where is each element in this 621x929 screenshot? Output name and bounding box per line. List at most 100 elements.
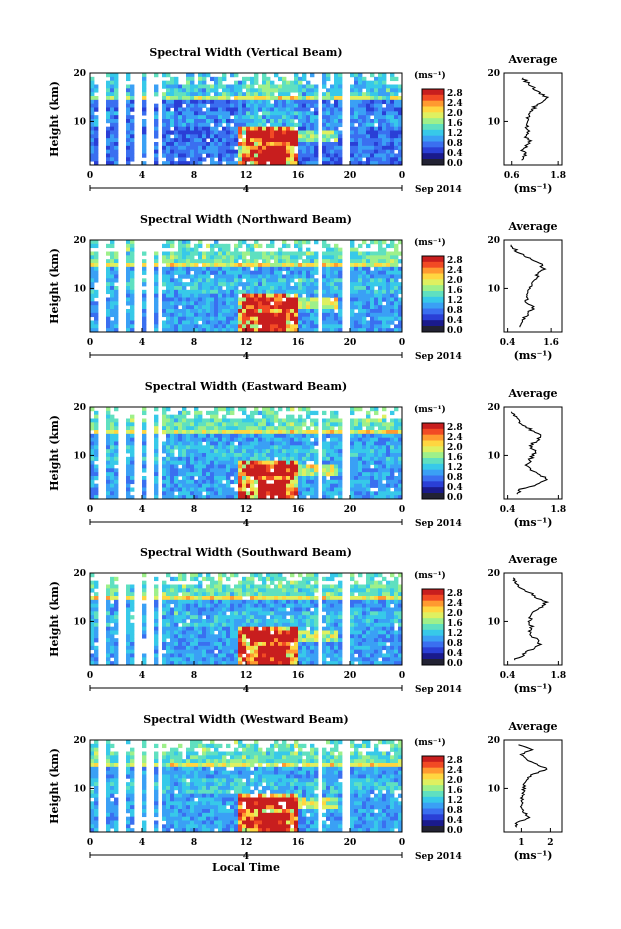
heatmap-cell: [178, 324, 183, 329]
heatmap-cell: [186, 645, 191, 651]
heatmap-cell: [170, 414, 175, 419]
heatmap-cell: [110, 483, 115, 488]
heatmap-cell: [202, 445, 207, 450]
heatmap-cell: [166, 324, 171, 329]
heatmap-cell: [270, 145, 275, 151]
heatmap-cell: [290, 286, 295, 291]
heatmap-cell: [226, 305, 231, 310]
heatmap-cell: [170, 491, 175, 496]
heatmap-cell: [358, 293, 363, 298]
heatmap-cell: [258, 491, 263, 496]
heatmap-cell: [238, 130, 243, 135]
heatmap-cell: [334, 88, 339, 93]
heatmap-cell: [206, 433, 211, 439]
heatmap-cell: [366, 286, 371, 291]
heatmap-cell: [298, 437, 303, 442]
heatmap-cell: [282, 460, 287, 465]
heatmap-cell: [126, 418, 131, 423]
heatmap-cell: [350, 430, 355, 435]
heatmap-cell: [286, 282, 291, 287]
heatmap-cell: [322, 111, 327, 116]
heatmap-cell: [166, 592, 171, 597]
heatmap-cell: [234, 445, 239, 450]
heatmap-cell: [286, 491, 291, 496]
heatmap-cell: [170, 324, 175, 329]
heatmap-cell: [210, 149, 215, 154]
heatmap-cell: [326, 453, 331, 458]
heatmap-cell: [278, 430, 283, 435]
heatmap-cell: [298, 142, 303, 147]
heatmap-cell: [298, 301, 303, 306]
heatmap-cell: [282, 240, 287, 245]
heatmap-cell: [254, 460, 259, 465]
heatmap-cell: [182, 115, 187, 120]
heatmap-cell: [278, 320, 283, 325]
heatmap-cell: [202, 282, 207, 287]
heatmap-cell: [322, 266, 327, 272]
heatmap-cell: [354, 433, 359, 439]
heatmap-cell: [246, 305, 251, 310]
heatmap-cell: [198, 437, 203, 442]
heatmap-cell: [194, 573, 199, 578]
heatmap-cell: [294, 487, 299, 492]
heatmap-cell: [390, 96, 395, 101]
heatmap-cell: [218, 476, 223, 481]
heatmap-cell: [362, 476, 367, 481]
heatmap-cell: [90, 630, 95, 635]
heatmap-cell: [238, 149, 243, 154]
heatmap-cell: [390, 464, 395, 469]
heatmap-cell: [190, 297, 195, 302]
heatmap-cell: [234, 149, 239, 154]
heatmap-cell: [294, 282, 299, 287]
heatmap-cell: [230, 430, 235, 435]
heatmap-cell: [222, 634, 227, 639]
heatmap-cell: [306, 103, 311, 108]
heatmap-cell: [286, 476, 291, 481]
heatmap-cell: [154, 661, 159, 666]
heatmap-cell: [162, 282, 167, 287]
heatmap-cell: [166, 153, 171, 158]
heatmap-cell: [206, 479, 211, 485]
heatmap-cell: [238, 145, 243, 151]
heatmap-cell: [366, 99, 371, 105]
heatmap-cell: [130, 266, 135, 272]
heatmap-cell: [194, 653, 199, 658]
heatmap-cell: [178, 422, 183, 427]
heatmap-cell: [194, 122, 199, 128]
heatmap-cell: [274, 483, 279, 488]
heatmap-cell: [154, 289, 159, 295]
heatmap-cell: [206, 259, 211, 264]
heatmap-cell: [254, 476, 259, 481]
heatmap-cell: [110, 145, 115, 151]
heatmap-cell: [206, 145, 211, 151]
heatmap-cell: [278, 487, 283, 492]
heatmap-cell: [234, 255, 239, 260]
heatmap-cell: [106, 99, 111, 105]
heatmap-cell: [226, 445, 231, 450]
heatmap-cell: [370, 445, 375, 450]
heatmap-cell: [298, 453, 303, 458]
heatmap-cell: [194, 282, 199, 287]
heatmap-cell: [234, 324, 239, 329]
heatmap-cell: [354, 305, 359, 310]
heatmap-cell: [190, 573, 195, 578]
heatmap-cell: [382, 407, 387, 412]
heatmap-cell: [198, 297, 203, 302]
heatmap-cell: [246, 149, 251, 154]
heatmap-cell: [394, 103, 399, 108]
colorbar-tick-label: 1.6: [447, 453, 463, 463]
heatmap-cell: [306, 437, 311, 442]
heatmap-cell: [358, 433, 363, 439]
heatmap-cell: [130, 456, 135, 462]
heatmap-cell: [130, 134, 135, 139]
heatmap-cell: [310, 433, 315, 439]
heatmap-cell: [90, 297, 95, 302]
heatmap-cell: [274, 103, 279, 108]
heatmap-cell: [314, 464, 319, 469]
heatmap-cell: [170, 657, 175, 662]
heatmap-cell: [298, 138, 303, 143]
heatmap-cell: [382, 107, 387, 112]
heatmap-cell: [370, 422, 375, 427]
heatmap-cell: [174, 433, 179, 439]
heatmap-cell: [282, 130, 287, 135]
